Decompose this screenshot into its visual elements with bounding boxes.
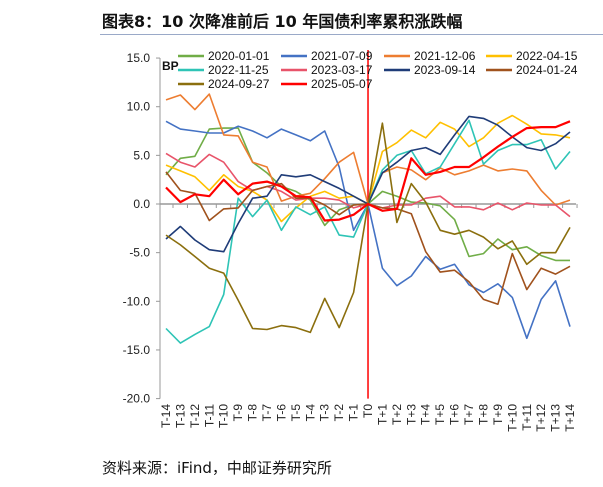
x-tick-label: T-11 [202, 404, 216, 427]
y-tick-label: 5.0 [133, 148, 150, 162]
x-tick-label: T+12 [534, 404, 548, 432]
x-tick-label: T-5 [289, 404, 303, 422]
legend-label: 2023-09-14 [414, 63, 476, 77]
y-tick-label: 15.0 [127, 51, 151, 65]
legend-label: 2021-07-09 [311, 49, 373, 63]
x-tick-label: T0 [361, 404, 375, 418]
x-tick-label: T+14 [563, 404, 577, 432]
y-tick-label: 0.0 [133, 197, 150, 211]
legend-label: 2024-01-24 [516, 63, 578, 77]
x-tick-label: T+10 [505, 404, 519, 432]
y-tick-label: -10.0 [123, 294, 151, 308]
x-tick-label: T-14 [159, 404, 173, 428]
title-divider [100, 34, 603, 35]
x-tick-label: T-12 [188, 404, 202, 428]
y-tick-label: 10.0 [127, 100, 151, 114]
legend-label: 2021-12-06 [414, 49, 476, 63]
legend-label: 2024-09-27 [208, 77, 270, 91]
x-tick-label: T-1 [347, 404, 361, 422]
x-tick-label: T+3 [404, 404, 418, 425]
x-tick-label: T-7 [260, 404, 274, 422]
x-tick-label: T+8 [476, 404, 490, 425]
x-tick-label: T-10 [217, 404, 231, 428]
x-tick-label: T-8 [246, 404, 260, 422]
x-tick-label: T-13 [173, 404, 187, 428]
x-tick-label: T+9 [491, 404, 505, 425]
legend-label: 2022-04-15 [516, 49, 578, 63]
x-tick-label: T+13 [549, 404, 563, 432]
x-tick-label: T+7 [462, 404, 476, 425]
x-tick-label: T+6 [448, 404, 462, 425]
x-tick-label: T+11 [520, 404, 534, 431]
y-tick-label: -20.0 [123, 392, 151, 406]
x-tick-label: T-9 [231, 404, 245, 422]
legend-label: 2020-01-01 [208, 49, 270, 63]
x-tick-label: T-2 [332, 404, 346, 422]
chart-title: 图表8：10 次降准前后 10 年国债利率累积涨跌幅 [102, 12, 463, 31]
legend-label: 2025-05-07 [311, 77, 373, 91]
x-tick-label: T-6 [274, 404, 288, 422]
y-tick-label: -15.0 [123, 343, 151, 357]
y-axis-unit-label: BP [162, 59, 179, 73]
x-tick-label: T+5 [433, 404, 447, 425]
y-tick-label: -5.0 [129, 246, 150, 260]
x-tick-label: T-3 [318, 404, 332, 422]
source-note: 资料来源：iFind，中邮证券研究所 [102, 459, 332, 477]
x-tick-label: T+2 [390, 404, 404, 425]
x-tick-label: T-4 [303, 404, 317, 422]
legend-label: 2023-03-17 [311, 63, 373, 77]
legend-label: 2022-11-25 [208, 63, 269, 77]
x-tick-label: T+4 [419, 404, 433, 425]
series-line-2025-05-07 [165, 120, 571, 222]
legend: 2020-01-01 2021-07-09 2021-12-06 2022-04-15… [178, 49, 578, 91]
x-tick-label: T+1 [375, 404, 389, 425]
